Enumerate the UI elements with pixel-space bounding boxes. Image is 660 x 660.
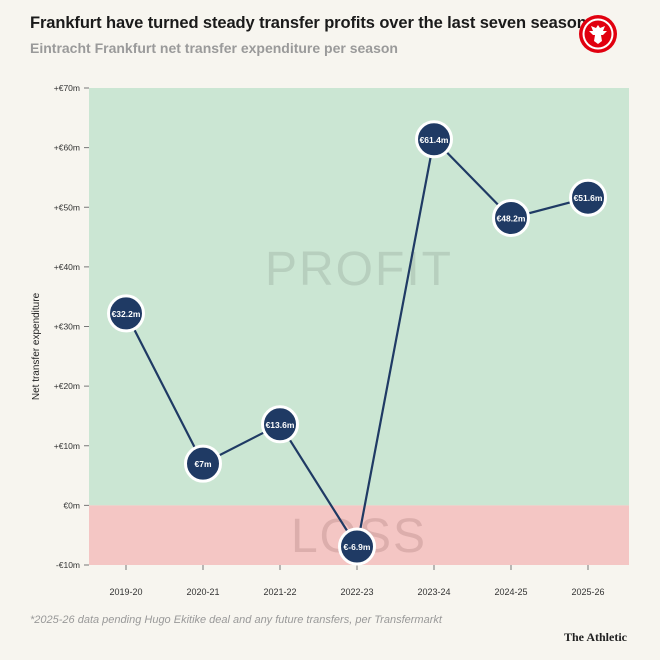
y-tick-label: +€60m (54, 143, 80, 153)
y-tick-label: -€10m (56, 560, 80, 570)
y-tick-label: +€30m (54, 322, 80, 332)
data-point-marker (107, 294, 145, 333)
data-label: €61.4m (420, 135, 449, 145)
data-point-marker (338, 527, 376, 566)
y-tick-label: +€20m (54, 381, 80, 391)
data-point-marker (415, 120, 453, 159)
y-tick-label: +€40m (54, 262, 80, 272)
y-axis-label: Net transfer expenditure (31, 292, 42, 400)
data-point-marker (184, 444, 222, 483)
data-point-marker (261, 405, 299, 444)
x-tick-label: 2024-25 (494, 587, 527, 597)
x-tick-label: 2023-24 (417, 587, 450, 597)
data-label: €32.2m (112, 309, 141, 319)
data-label: €48.2m (497, 213, 526, 223)
region-label-profit: PROFIT (265, 243, 453, 296)
chart-subtitle: Eintracht Frankfurt net transfer expendi… (30, 40, 398, 56)
footnote: *2025-26 data pending Hugo Ekitike deal … (30, 614, 442, 626)
data-label: €-6.9m (344, 542, 371, 552)
data-label: €7m (194, 459, 211, 469)
chart-title: Frankfurt have turned steady transfer pr… (30, 14, 596, 32)
y-tick-label: +€70m (54, 83, 80, 93)
data-label: €13.6m (266, 420, 295, 430)
x-tick-label: 2022-23 (340, 587, 373, 597)
x-tick-label: 2019-20 (109, 587, 142, 597)
x-tick-label: 2020-21 (186, 587, 219, 597)
y-tick-label: +€50m (54, 202, 80, 212)
y-tick-label: €0m (63, 500, 80, 510)
eintracht-frankfurt-logo-icon (579, 15, 617, 53)
region-profit (89, 88, 629, 506)
data-point-marker (492, 198, 530, 237)
the-athletic-logo: The Athletic (564, 630, 627, 644)
x-tick-label: 2021-22 (263, 587, 296, 597)
y-tick-label: +€10m (54, 441, 80, 451)
data-point-marker (569, 178, 607, 217)
data-label: €51.6m (574, 193, 603, 203)
x-tick-label: 2025-26 (571, 587, 604, 597)
